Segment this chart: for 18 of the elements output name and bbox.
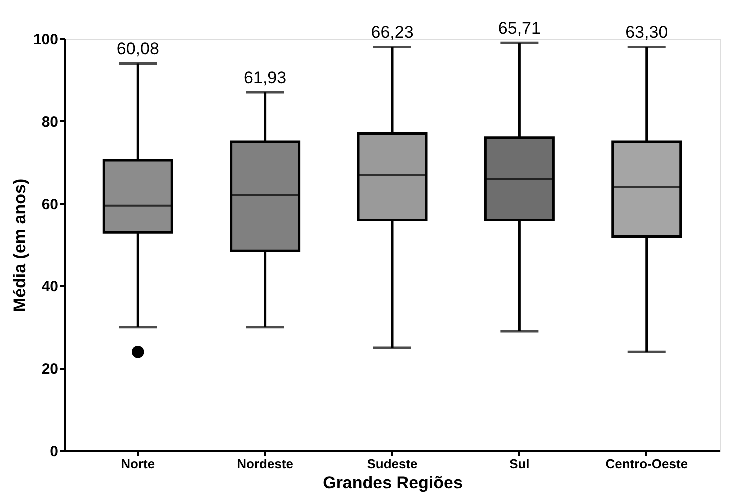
annotation: 60,08	[116, 40, 160, 59]
x-tick-label: Sul	[510, 456, 530, 472]
y-tick-label: 20	[42, 361, 58, 378]
x-tick-label: Nordeste	[237, 456, 294, 472]
y-tick-label: 0	[50, 444, 58, 460]
text: 65,71	[498, 19, 541, 38]
y-tick-label: 40	[42, 278, 58, 296]
y-tick-label: 60	[42, 196, 58, 214]
x-tick-label: Centro-Oeste	[606, 456, 688, 472]
x-axis-title: Grandes Regiões	[323, 474, 463, 492]
y-axis-title: Média (em anos)	[10, 178, 30, 312]
y-tick-label: 100	[33, 32, 58, 48]
x-tick-label: Sudeste	[367, 456, 418, 472]
y-tick-label: 80	[42, 114, 58, 131]
annotation: 61,93	[244, 68, 287, 88]
annotation: 66,23	[371, 23, 414, 42]
x-tick-label: Norte	[121, 456, 156, 472]
annotation: 63,30	[626, 23, 668, 42]
